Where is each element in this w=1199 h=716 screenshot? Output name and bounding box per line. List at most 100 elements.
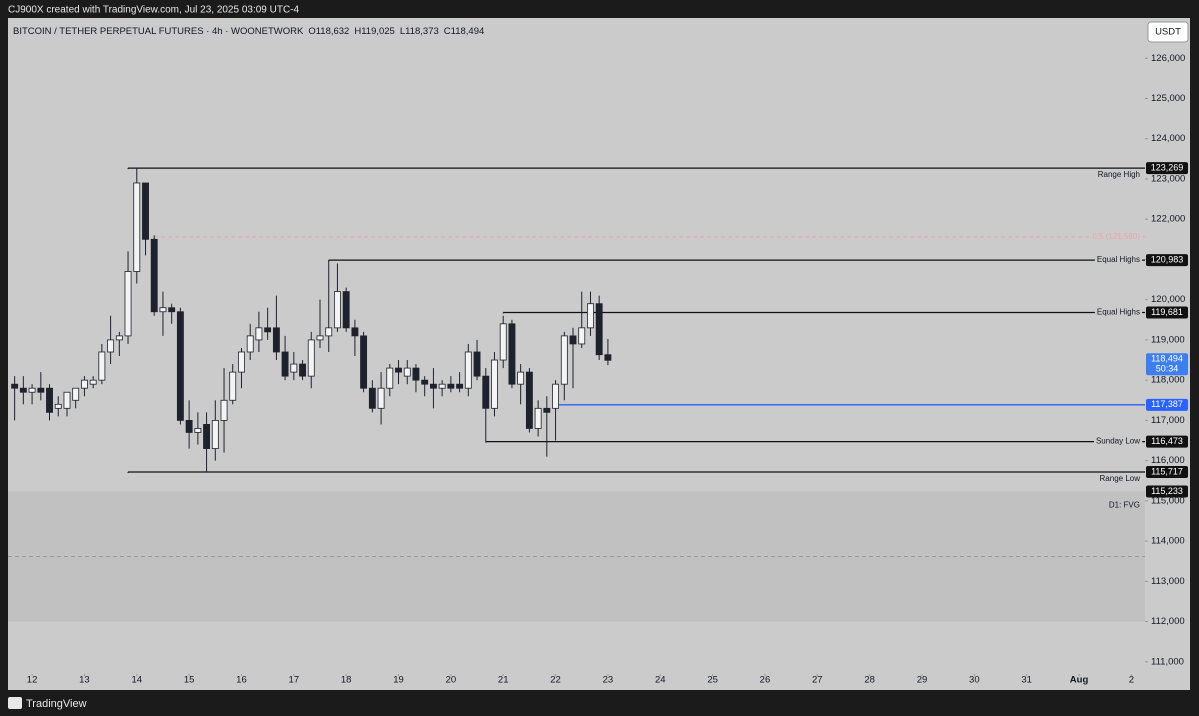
candle-body-up [552, 383, 560, 409]
level-name: Equal Highs [1097, 308, 1140, 317]
candle-body-up [98, 351, 106, 381]
y-tick-label: 125,000 [1151, 93, 1185, 104]
ohlc-low: L118,373 [400, 26, 439, 37]
labels: D1: FVG 115,233 Range High 123,269 0.5 (121,… [1090, 162, 1188, 510]
candle-body-up [464, 351, 472, 389]
candle-body-down [412, 367, 420, 381]
chart-title: BITCOIN / TETHER PERPETUAL FUTURES · 4h … [13, 26, 484, 37]
candle-body-down [272, 327, 280, 353]
x-tick-label: 18 [341, 675, 352, 686]
x-tick-label: 23 [603, 675, 614, 686]
x-tick-label: 16 [236, 675, 247, 686]
candle-body-down [168, 307, 176, 313]
candle-body-up [194, 428, 202, 433]
currency-label[interactable]: USDT [1155, 27, 1181, 38]
level-value-box [1146, 435, 1188, 448]
ohlc-high: H119,025 [354, 26, 395, 37]
y-tick-label: 122,000 [1151, 214, 1185, 225]
title: BITCOIN / TETHER PERPETUAL FUTURES · 4h … [13, 26, 304, 37]
level-name-bg [1094, 307, 1142, 317]
x-tick-label: 25 [707, 675, 718, 686]
candle-body-up [377, 387, 385, 409]
level-name-bg [1094, 255, 1142, 265]
candle-body-down [46, 387, 53, 413]
candle-body-up [80, 379, 88, 389]
candle-body-up [63, 391, 71, 409]
candle-body-down [150, 238, 158, 313]
zone-name: D1: FVG [1109, 501, 1140, 510]
level-name-bg [1093, 436, 1143, 446]
y-tick-label: 112,000 [1151, 616, 1185, 627]
candle-body-down [360, 335, 368, 389]
candle-body-down [421, 379, 429, 385]
candle-body-down [176, 311, 184, 421]
level-value-box [1146, 162, 1188, 175]
candle-body-up [517, 371, 525, 385]
candle-body-down [429, 383, 437, 389]
candle-body-up [124, 271, 132, 337]
candle-body-down [11, 383, 19, 389]
level-name: Equal Highs [1097, 255, 1140, 264]
candle-body-down [508, 323, 516, 385]
y-tick-label: 115,000 [1151, 495, 1185, 506]
candle-body-down [203, 424, 210, 449]
candle-body-up [133, 182, 141, 272]
candle-body-up [386, 367, 394, 389]
level-value-box [1146, 466, 1188, 479]
x-tick-label: 15 [184, 675, 195, 686]
candle-body-up [115, 335, 123, 341]
x-tick-label: 12 [27, 675, 38, 686]
x-tick-label: 28 [864, 675, 875, 686]
candle-body-down [368, 387, 376, 409]
candle-body-down [595, 303, 603, 356]
candle-body-up [72, 387, 80, 401]
y-tick-label: 111,000 [1151, 656, 1184, 667]
candle-body-up [534, 407, 542, 429]
x-tick-label: 27 [812, 675, 823, 686]
candle-body-up [578, 327, 586, 345]
x-tick-label: 14 [131, 675, 142, 686]
x-tick-label: 20 [446, 675, 457, 686]
y-tick-label: 114,000 [1151, 536, 1185, 547]
y-tick-label: 126,000 [1151, 53, 1185, 64]
candle-body-down [342, 291, 350, 329]
ohlc-open: O118,632 [308, 26, 349, 37]
caption: CJ900X created with TradingView.com, Jul… [8, 5, 300, 16]
currency-button[interactable] [1147, 21, 1189, 43]
y-tick-label: 119,000 [1151, 334, 1185, 345]
candle-body-down [456, 383, 464, 389]
candle-body-up [491, 359, 498, 409]
candle-body-up [246, 335, 254, 353]
level-name: Range High [1098, 170, 1140, 179]
candle-body-up [290, 363, 298, 373]
x-tick-label: 26 [760, 675, 771, 686]
y-tick-label: 117,000 [1151, 415, 1185, 426]
x-tick-label: 29 [917, 675, 928, 686]
candle-body-up [28, 387, 36, 393]
y-tick-label: 120,000 [1151, 294, 1185, 305]
countdown: 50:34 [1156, 364, 1179, 374]
candle-body-up [229, 371, 237, 401]
candle-body-down [604, 354, 612, 361]
level-value: 123,269 [1151, 163, 1184, 173]
candle-body-up [89, 379, 97, 385]
last-price: 118,494 [1151, 354, 1183, 364]
candle-body-up [107, 339, 115, 353]
y-tick-label: 113,000 [1151, 576, 1185, 587]
candles [11, 168, 612, 473]
candle-body-up [560, 335, 568, 385]
candle-body-up [325, 327, 333, 337]
x-tick-label: 17 [289, 675, 300, 686]
candle-body-down [264, 327, 272, 333]
candle-body-down [142, 182, 149, 240]
candle-body-up [307, 339, 315, 377]
candle-body-down [19, 387, 27, 393]
x-tick-label: 19 [393, 675, 404, 686]
x-tick-label: 24 [655, 675, 666, 686]
level-value: 117,387 [1151, 399, 1183, 409]
candle-body-down [569, 335, 577, 345]
y-tick-label: 116,000 [1151, 455, 1185, 466]
level-value: 116,473 [1151, 436, 1183, 446]
x-tick-label: 13 [79, 675, 90, 686]
